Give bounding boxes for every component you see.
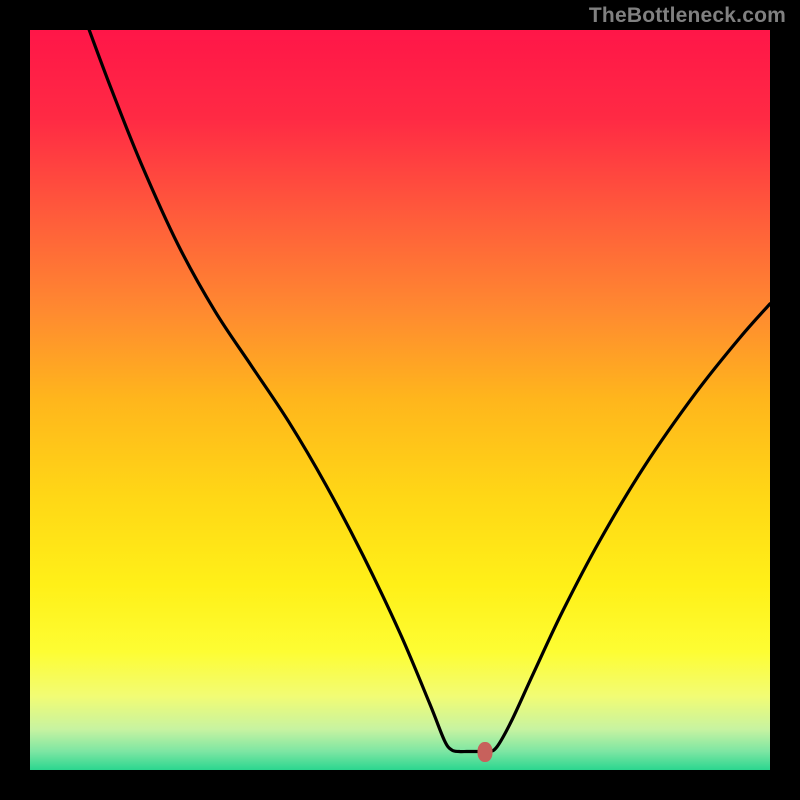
bottleneck-curve xyxy=(30,30,770,770)
attribution-text: TheBottleneck.com xyxy=(589,4,786,28)
optimum-marker xyxy=(478,742,493,762)
bottleneck-chart xyxy=(30,30,770,770)
